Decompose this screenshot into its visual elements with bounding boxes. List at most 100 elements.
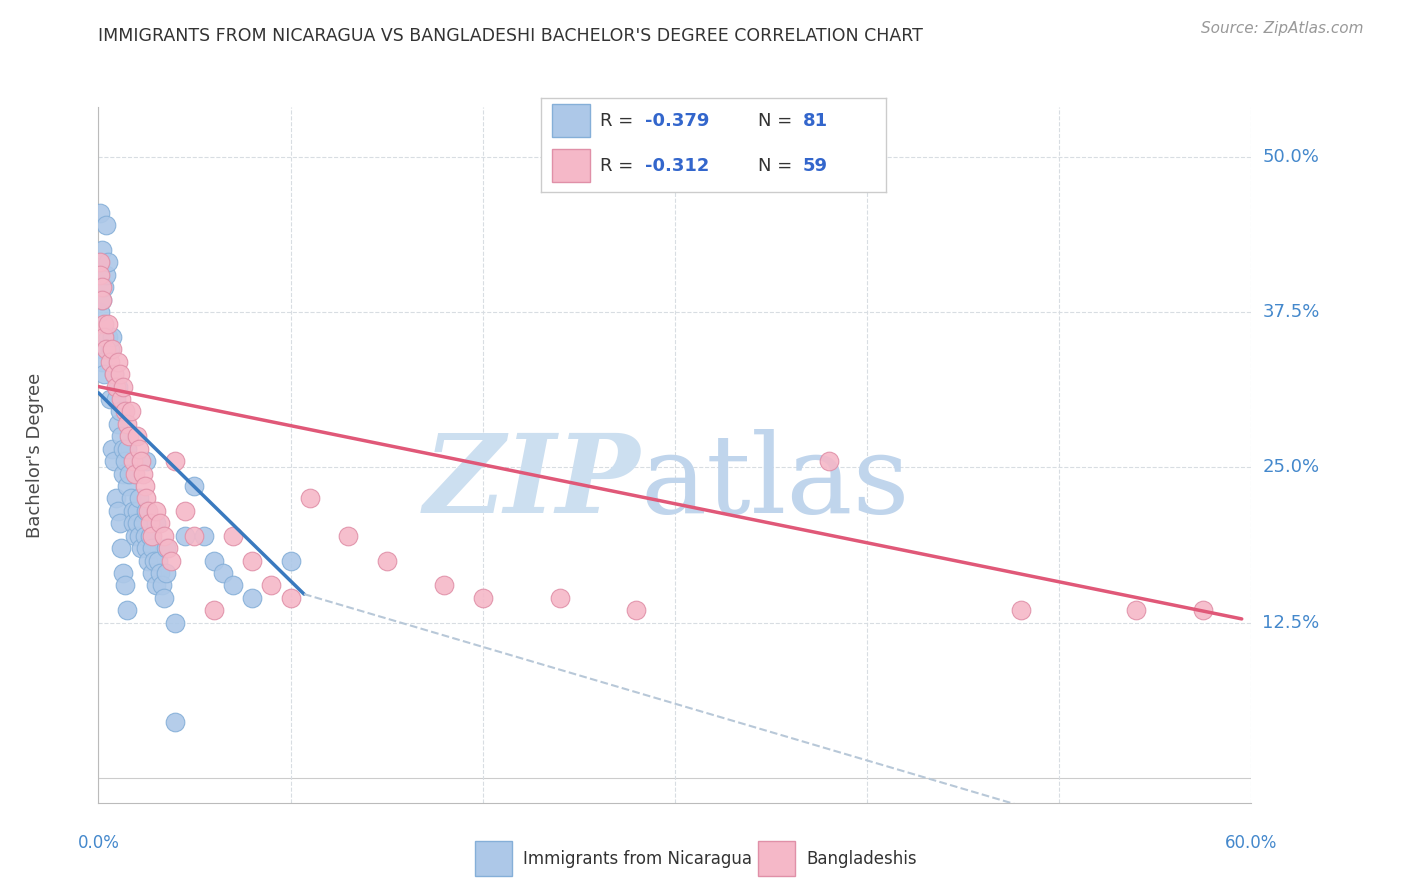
Point xyxy=(91,243,114,257)
Point xyxy=(91,280,114,294)
Point xyxy=(93,330,115,344)
Point xyxy=(110,392,132,406)
Point xyxy=(107,379,129,393)
Point xyxy=(104,491,127,506)
Text: 60.0%: 60.0% xyxy=(1225,834,1278,852)
Point xyxy=(156,541,179,555)
Point xyxy=(337,529,360,543)
Text: atlas: atlas xyxy=(640,429,910,536)
Point xyxy=(202,603,225,617)
Point xyxy=(165,714,187,729)
Point xyxy=(91,355,114,369)
Point xyxy=(375,553,398,567)
Point xyxy=(120,491,142,506)
Point xyxy=(89,268,111,282)
Text: Source: ZipAtlas.com: Source: ZipAtlas.com xyxy=(1201,21,1364,36)
Point xyxy=(120,404,142,418)
Point xyxy=(128,491,150,506)
Point xyxy=(280,553,302,567)
Point xyxy=(112,379,135,393)
Text: 81: 81 xyxy=(803,112,828,129)
Point xyxy=(135,454,157,468)
Point xyxy=(141,541,163,555)
Point xyxy=(103,367,125,381)
Point xyxy=(112,467,135,481)
Point xyxy=(98,343,121,357)
Point xyxy=(94,218,117,232)
Point xyxy=(145,504,167,518)
Point xyxy=(134,479,156,493)
Point xyxy=(202,553,225,567)
Point xyxy=(141,566,163,580)
Point xyxy=(98,355,121,369)
Point xyxy=(89,255,111,269)
Point xyxy=(89,305,111,319)
Point xyxy=(112,442,135,456)
Point xyxy=(280,591,302,605)
Text: 12.5%: 12.5% xyxy=(1263,614,1320,632)
Point xyxy=(143,553,166,567)
Point xyxy=(193,529,215,543)
Point xyxy=(93,318,115,332)
Point xyxy=(149,566,172,580)
Point xyxy=(149,516,172,531)
Point xyxy=(128,442,150,456)
Point xyxy=(122,454,145,468)
Point xyxy=(108,516,131,531)
Point xyxy=(471,591,494,605)
Point xyxy=(89,255,111,269)
Point xyxy=(1125,603,1147,617)
Point xyxy=(240,591,263,605)
Point xyxy=(98,392,121,406)
Point xyxy=(129,541,152,555)
Point xyxy=(94,343,117,357)
Point xyxy=(138,553,160,567)
Text: Bachelor's Degree: Bachelor's Degree xyxy=(25,372,44,538)
Point xyxy=(1192,603,1215,617)
Point xyxy=(114,578,136,592)
Point xyxy=(134,529,156,543)
Point xyxy=(103,367,125,381)
Text: 59: 59 xyxy=(803,157,828,175)
Point xyxy=(117,442,138,456)
Point xyxy=(108,367,131,381)
Point xyxy=(101,442,124,456)
Point xyxy=(91,343,114,357)
Point xyxy=(817,454,839,468)
Point xyxy=(107,355,129,369)
Point xyxy=(174,529,197,543)
Point xyxy=(155,566,177,580)
Point xyxy=(626,603,648,617)
Point xyxy=(139,516,162,531)
Point xyxy=(150,578,173,592)
Point xyxy=(135,541,157,555)
Point xyxy=(135,504,157,518)
Text: 25.0%: 25.0% xyxy=(1263,458,1320,476)
Point xyxy=(165,454,187,468)
Point xyxy=(125,504,148,518)
Point xyxy=(183,479,205,493)
Text: 0.0%: 0.0% xyxy=(77,834,120,852)
Point xyxy=(94,268,117,282)
Text: N =: N = xyxy=(758,157,799,175)
Point xyxy=(183,529,205,543)
Point xyxy=(212,566,235,580)
Point xyxy=(152,529,174,543)
Text: R =: R = xyxy=(600,112,638,129)
Point xyxy=(260,578,283,592)
Point xyxy=(110,429,132,443)
Point xyxy=(152,591,174,605)
Point xyxy=(131,516,153,531)
Point xyxy=(117,417,138,431)
Point xyxy=(138,504,160,518)
Point xyxy=(101,330,124,344)
Point xyxy=(135,491,157,506)
Point xyxy=(145,516,167,531)
Point xyxy=(114,404,136,418)
Point xyxy=(107,417,129,431)
Text: IMMIGRANTS FROM NICARAGUA VS BANGLADESHI BACHELOR'S DEGREE CORRELATION CHART: IMMIGRANTS FROM NICARAGUA VS BANGLADESHI… xyxy=(98,27,924,45)
Text: R =: R = xyxy=(600,157,638,175)
Text: 37.5%: 37.5% xyxy=(1263,303,1320,321)
Point xyxy=(122,504,145,518)
Point xyxy=(548,591,571,605)
